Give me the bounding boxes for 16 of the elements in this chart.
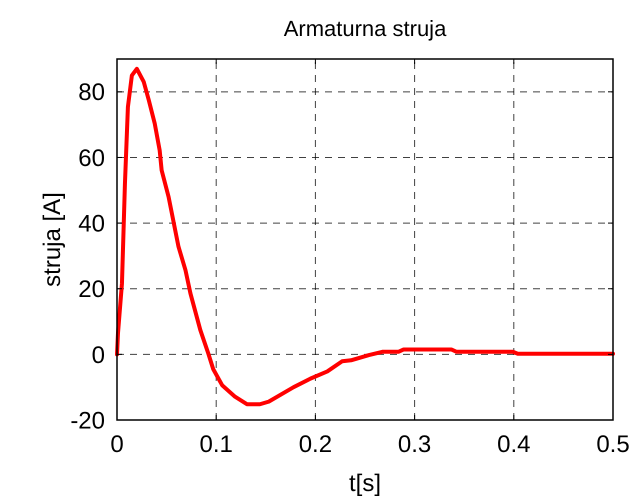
y-tick-label: 60 — [78, 144, 105, 172]
x-axis-title: t[s] — [348, 470, 382, 497]
x-tick-label: 0.1 — [200, 431, 233, 458]
y-tick-label: 40 — [78, 210, 105, 238]
x-tick-label: 0.3 — [398, 431, 432, 458]
x-tick-label: 0.5 — [596, 431, 630, 458]
line-series — [115, 66, 615, 406]
x-tick-label: 0.4 — [497, 431, 530, 458]
y-tick-label: 80 — [78, 79, 105, 106]
x-tick-label: 0.2 — [298, 431, 332, 458]
y-tick-label: 0 — [92, 342, 105, 369]
y-tick-label: -20 — [70, 407, 105, 434]
x-tick-label: 0 — [110, 431, 124, 458]
y-tick-label: 20 — [78, 276, 105, 304]
y-axis-title: struja [A] — [39, 192, 66, 287]
chart-title: Armaturna struja — [284, 16, 448, 41]
